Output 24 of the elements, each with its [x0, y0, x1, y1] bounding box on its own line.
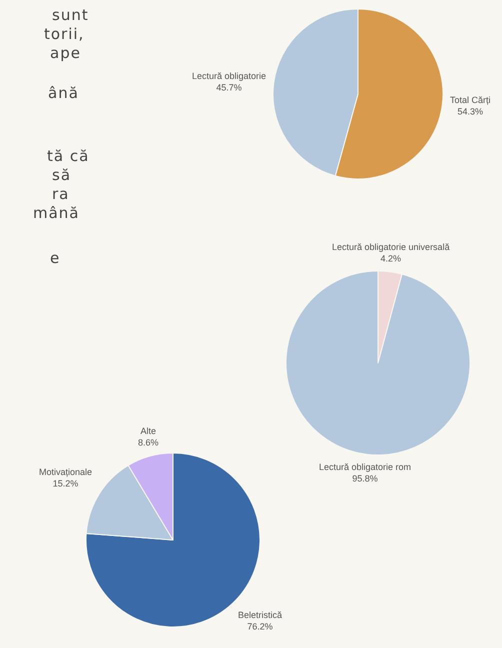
slice-label: Beletristică — [238, 610, 282, 620]
data-label: 45.7% — [216, 82, 242, 93]
data-label: 4.2% — [380, 254, 402, 264]
text: ape — [50, 44, 81, 62]
slice-label: Lectură obligatorie rom — [319, 462, 412, 472]
text: ână — [48, 84, 79, 102]
text: e — [50, 249, 60, 267]
text: sunt — [52, 6, 89, 24]
text: mână — [33, 204, 80, 222]
slice-label: Lectură obligatorie — [192, 71, 266, 81]
pie-slice — [286, 270, 470, 456]
slice-label: Motivaționale — [39, 467, 92, 477]
text: ra — [52, 185, 70, 203]
data-label: 8.6% — [138, 438, 159, 448]
slice-label: Alte — [140, 426, 156, 436]
slice-label: Total Cărți — [450, 95, 491, 105]
data-label: 95.8% — [352, 474, 378, 484]
slice-label: Lectură obligatorie universală — [332, 242, 450, 252]
data-label: 76.2% — [247, 622, 273, 632]
data-label: 15.2% — [52, 478, 78, 489]
text: să — [52, 166, 72, 184]
data-label: 54.3% — [457, 106, 484, 117]
text: tă că — [47, 147, 90, 165]
text: torii, — [44, 25, 84, 43]
